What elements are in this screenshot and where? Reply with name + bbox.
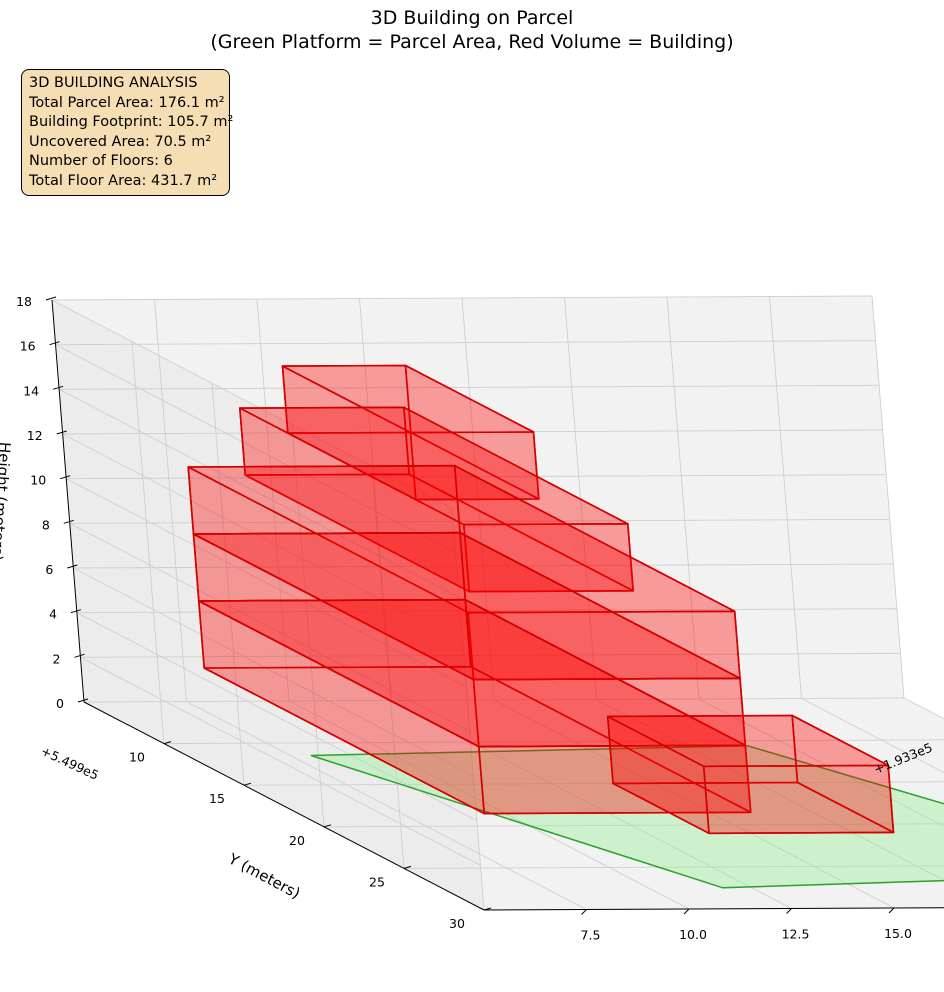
z-tick-label: 14 bbox=[23, 383, 39, 398]
info-number-of-floors: Number of Floors: 6 bbox=[29, 152, 222, 172]
z-tick-label: 6 bbox=[45, 562, 53, 577]
z-tick-label: 18 bbox=[16, 294, 32, 309]
y-axis-title: Y (meters) bbox=[225, 849, 304, 902]
y-tick-label: 30 bbox=[449, 916, 465, 931]
z-tick-label: 16 bbox=[20, 339, 36, 354]
z-tick-label: 2 bbox=[52, 651, 60, 666]
info-uncovered-area: Uncovered Area: 70.5 m² bbox=[29, 133, 222, 153]
y-tick-label: 10 bbox=[129, 750, 145, 765]
z-axis-title: Height (meters) bbox=[0, 441, 14, 561]
x-tick-label: 10.0 bbox=[679, 927, 707, 942]
y-tick-label: 15 bbox=[209, 791, 225, 806]
x-tick bbox=[582, 910, 587, 915]
z-tick-label: 0 bbox=[56, 696, 64, 711]
x-tick-label: 7.5 bbox=[581, 928, 601, 943]
y-tick-label: 20 bbox=[289, 833, 305, 848]
y-axis-offset-label: +5.499e5 bbox=[39, 743, 101, 783]
x-tick-label: 15.0 bbox=[884, 926, 912, 941]
z-tick-label: 4 bbox=[49, 607, 57, 622]
building-face bbox=[704, 765, 894, 833]
y-tick-label: 25 bbox=[369, 874, 385, 889]
z-tick-label: 12 bbox=[27, 428, 43, 443]
x-tick bbox=[684, 909, 689, 914]
z-tick-label: 10 bbox=[30, 473, 46, 488]
info-heading: 3D BUILDING ANALYSIS bbox=[29, 74, 222, 94]
x-tick bbox=[787, 909, 792, 914]
x-tick bbox=[889, 908, 894, 913]
info-total-parcel-area: Total Parcel Area: 176.1 m² bbox=[29, 94, 222, 114]
info-building-footprint: Building Footprint: 105.7 m² bbox=[29, 113, 222, 133]
info-total-floor-area: Total Floor Area: 431.7 m² bbox=[29, 172, 222, 192]
x-tick-label: 12.5 bbox=[782, 927, 810, 942]
z-tick-label: 8 bbox=[42, 517, 50, 532]
analysis-info-box: 3D BUILDING ANALYSIS Total Parcel Area: … bbox=[21, 69, 230, 196]
